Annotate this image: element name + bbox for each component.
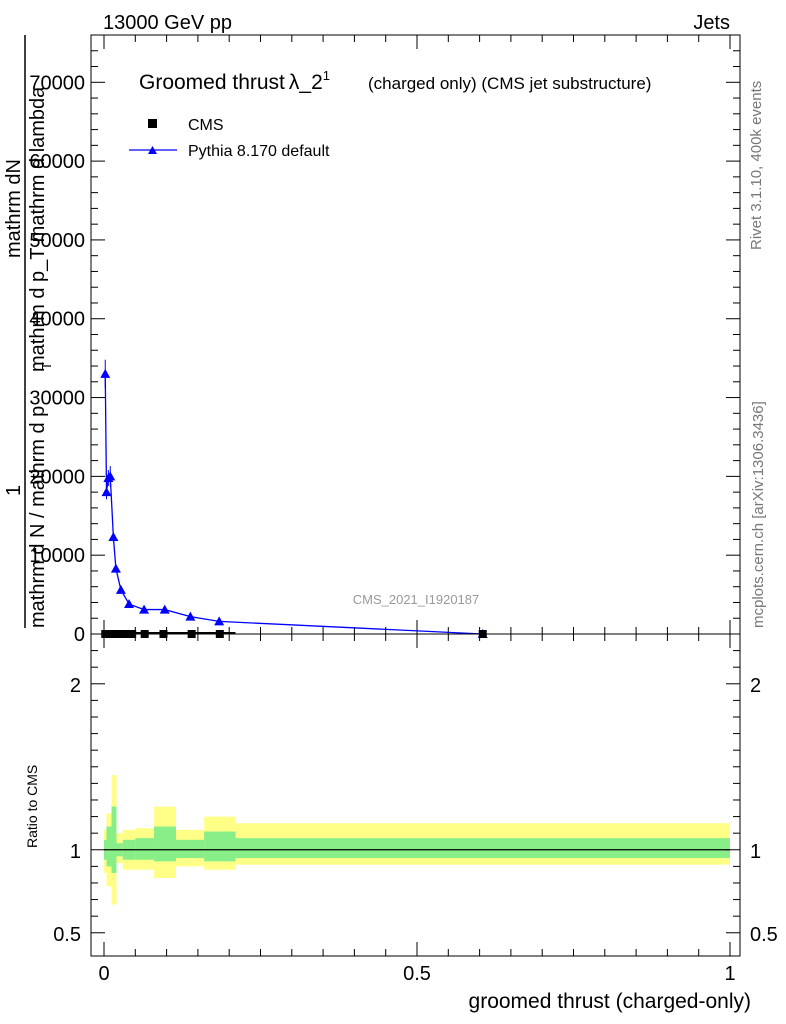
pythia-point <box>124 599 135 609</box>
x-tick-label: 1 <box>724 963 735 985</box>
ratio-band-green <box>154 826 176 862</box>
ratio-y-tick-label: 0.5 <box>53 924 81 946</box>
ratio-band-green <box>204 831 236 862</box>
title-main: Groomed thrust λ_21 <box>139 68 330 94</box>
pythia-point <box>115 584 126 594</box>
legend: CMS Pythia 8.170 default <box>129 117 330 160</box>
x-axis-label: groomed thrust (charged-only) <box>469 990 751 1013</box>
pythia-series <box>100 359 488 638</box>
ratio-y-tick-label-right: 0.5 <box>750 924 778 946</box>
main-y-tick-label: 70000 <box>29 72 85 94</box>
header-energy-label: 13000 GeV pp <box>103 12 232 34</box>
main-x-ticks <box>103 35 731 634</box>
main-y-tick-label: 0 <box>74 624 85 646</box>
ylabel-denominator-pt: mathrm d N / mathrm d p <box>27 406 49 628</box>
ylabel-subscript-T: T <box>39 362 54 370</box>
ylabel-numerator: mathrm dN <box>3 159 25 258</box>
pythia-point <box>214 616 225 626</box>
ratio-uncertainty-bands <box>104 775 730 905</box>
pythia-point <box>185 611 196 621</box>
ratio-y-axis-label: Ratio to CMS <box>24 765 40 848</box>
main-y-axis-label: mathrm dN mathrm d p_T mathrm d lambda 1… <box>3 35 54 628</box>
legend-pythia-label: Pythia 8.170 default <box>188 143 330 160</box>
ratio-y-tick-label: 1 <box>70 841 81 863</box>
ratio-plot-frame <box>90 633 741 957</box>
x-tick-label: 0 <box>98 963 109 985</box>
header-jets-label: Jets <box>693 12 730 34</box>
ratio-band-green <box>135 838 155 860</box>
pythia-point <box>101 487 112 497</box>
ratio-y-tick-label-right: 2 <box>750 675 761 697</box>
pythia-point <box>110 563 121 573</box>
main-y-tick-label: 20000 <box>29 466 85 488</box>
plot-title: Groomed thrust λ_21 (charged only) (CMS j… <box>139 68 651 94</box>
legend-pythia-marker <box>148 146 157 154</box>
ratio-band-green <box>106 826 112 867</box>
main-plot-panel: 0 10000 20000 30000 40000 50000 60000 70000 CMS… <box>3 34 741 646</box>
pythia-point <box>100 368 111 378</box>
ylabel-denominator-lambda: mathrm d p_T mathrm d lambda <box>27 86 49 372</box>
ratio-y-axis: 0.5 0.5 1 1 2 2 <box>53 650 778 946</box>
ratio-x-axis: 0 0.5 1 <box>98 634 736 985</box>
legend-cms-marker <box>148 119 157 128</box>
pythia-point <box>108 532 119 542</box>
pythia-point <box>105 471 116 481</box>
side-mcplots-label: mcplots.cern.ch [arXiv:1306.3436] <box>750 401 767 628</box>
ylabel-one: 1 <box>3 485 25 496</box>
side-rivet-label: Rivet 3.1.10, 400k events <box>748 81 765 250</box>
ratio-plot-panel: 0.5 0.51 12 2 0 0.5 1 Ratio to CMS groomed th… <box>24 633 778 1013</box>
legend-cms-label: CMS <box>188 117 224 134</box>
ratio-band-green <box>111 806 117 874</box>
main-y-tick-label: 30000 <box>29 388 85 410</box>
ratio-band-green <box>175 839 205 859</box>
main-y-axis: 0 10000 20000 30000 40000 50000 60000 70000 <box>29 34 740 646</box>
ratio-y-tick-label: 2 <box>70 675 81 697</box>
main-y-tick-label: 60000 <box>29 151 85 173</box>
pythia-point <box>139 604 150 614</box>
ratio-band-green <box>235 838 730 859</box>
pythia-point <box>159 604 170 614</box>
main-y-tick-label: 50000 <box>29 230 85 252</box>
x-tick-label: 0.5 <box>403 963 431 985</box>
main-y-tick-label: 10000 <box>29 545 85 567</box>
main-y-tick-label: 40000 <box>29 309 85 331</box>
ratio-y-tick-label-right: 1 <box>750 841 761 863</box>
analysis-watermark: CMS_2021_I1920187 <box>353 592 480 607</box>
title-subtitle: (charged only) (CMS jet substructure) <box>368 74 651 93</box>
